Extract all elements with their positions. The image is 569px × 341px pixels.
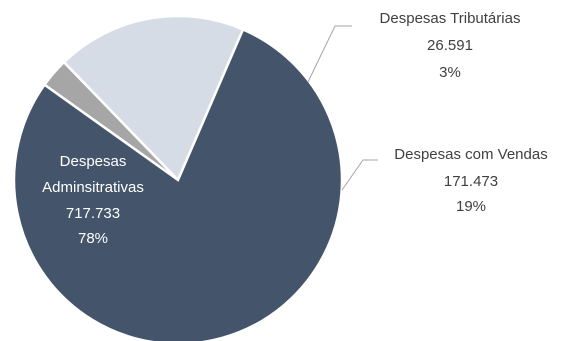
data-label-administrativas-percent: 78% — [78, 230, 108, 247]
data-label-administrativas-value: 717.733 — [66, 205, 120, 222]
leader-line-tributarias — [307, 25, 352, 83]
data-label-vendas-value: 171.473 — [444, 173, 498, 190]
data-label-tributarias-percent: 3% — [439, 64, 461, 81]
data-label-tributarias-category: Despesas Tributárias — [380, 10, 521, 27]
data-labels: Despesas Tributárias 26.591 3% Despesas … — [42, 10, 548, 247]
pie-slice-administrativas — [12, 27, 344, 341]
pie-slice-vendas — [62, 14, 245, 183]
leader-lines — [307, 25, 378, 191]
data-label-administrativas-category-line2: Adminsitrativas — [42, 179, 144, 196]
data-label-vendas-percent: 19% — [456, 198, 486, 215]
leader-line-vendas — [341, 159, 378, 191]
pie-slices — [12, 14, 344, 341]
data-label-tributarias-value: 26.591 — [427, 37, 473, 54]
data-label-administrativas-category-line1: Despesas — [60, 153, 127, 170]
data-label-vendas-category: Despesas com Vendas — [394, 146, 547, 163]
